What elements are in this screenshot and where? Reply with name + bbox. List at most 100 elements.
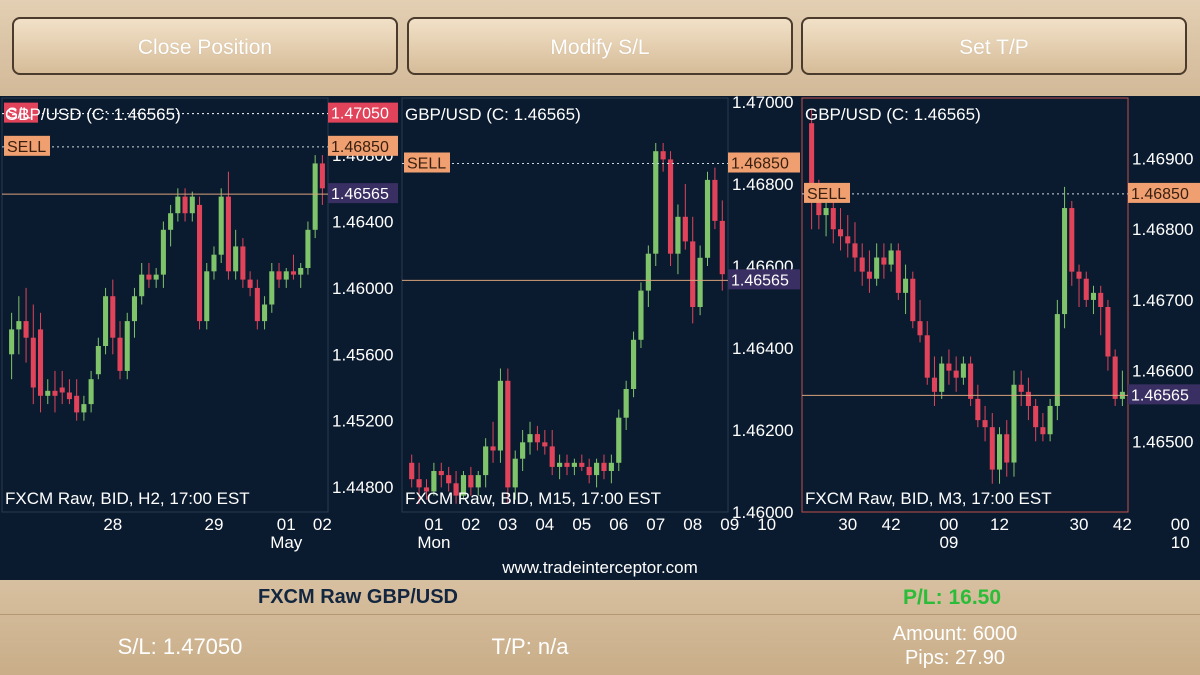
x-tick-label: 42 [1113, 515, 1132, 534]
position-info-bar: FXCM Raw GBP/USD P/L: 16.50 S/L: 1.47050… [0, 580, 1200, 675]
sell-label: SELL [807, 186, 846, 203]
candle-body [712, 179, 718, 221]
candle-body [1047, 405, 1053, 435]
candle-body [903, 278, 909, 293]
candle-body [95, 346, 101, 375]
candle-body [593, 462, 600, 476]
candle-body [103, 296, 109, 347]
info-divider [0, 614, 1200, 615]
candle-body [917, 321, 923, 336]
candle-body [1062, 208, 1068, 315]
candle-body [1004, 434, 1010, 463]
candle-body [852, 243, 858, 258]
candle-body [653, 151, 659, 254]
candle-body [859, 257, 865, 272]
candle-body [269, 271, 275, 305]
sl-label-bg [4, 102, 38, 123]
x-tick-label: 01 [277, 515, 296, 534]
candle-body [233, 246, 239, 272]
x-tick-label: 03 [498, 515, 517, 534]
candle-body [1083, 278, 1089, 300]
sell-label-bg [4, 135, 50, 156]
x-tick-label: 05 [572, 515, 591, 534]
sl-price-tag-bg [328, 102, 398, 123]
current-price-tag-bg [328, 183, 398, 204]
candle-body [1033, 405, 1039, 428]
candle-body [520, 442, 526, 459]
candle-body [262, 304, 268, 322]
candle-body [247, 279, 253, 288]
candle-body [59, 387, 65, 393]
y-tick-label: 1.45200 [332, 412, 393, 431]
candle-body [645, 253, 651, 291]
x-tick-label: 09 [720, 515, 739, 534]
candle-body [682, 216, 688, 242]
candle-body [586, 466, 592, 476]
y-tick-label: 1.46800 [732, 175, 793, 194]
sell-price-tag: 1.46850 [1131, 186, 1189, 203]
candle-body [254, 287, 260, 322]
charts-panel: 1.44800 1.45200 1.45600 1.46000 1.46400 1.468… [0, 96, 1200, 580]
sell-label-bg [804, 182, 850, 203]
sell-label-bg [404, 152, 450, 173]
candle-body [218, 196, 224, 255]
candle-body [182, 196, 188, 214]
y-tick-label: 1.46600 [1132, 362, 1193, 381]
candle-body [438, 471, 444, 476]
candle-body [283, 271, 289, 280]
candle-body [189, 196, 195, 214]
candle-body [298, 267, 304, 275]
candle-body [910, 278, 916, 322]
candle-body [45, 390, 51, 396]
plot-frame-0 [1, 97, 329, 513]
modify-sl-button[interactable]: Modify S/L [407, 17, 793, 75]
set-tp-button[interactable]: Set T/P [801, 17, 1187, 75]
candle-body [564, 462, 570, 467]
close-position-button[interactable]: Close Position [12, 17, 398, 75]
candle-body [946, 363, 952, 371]
y-tick-label: 1.46700 [1132, 291, 1193, 310]
current-price-tag: 1.46565 [731, 272, 789, 289]
chart-title: GBP/USD (C: 1.46565) [5, 105, 181, 124]
candle-body [423, 487, 430, 492]
candle-body [497, 380, 504, 451]
candle-body [1105, 307, 1111, 357]
candle-body [1098, 292, 1104, 307]
sell-price-tag-bg [1128, 182, 1200, 203]
candle-body [719, 220, 725, 275]
candle-body [809, 123, 815, 201]
candle-body [989, 427, 995, 470]
candle-body [1069, 208, 1075, 272]
candle-body [549, 446, 555, 467]
candle-body [1040, 427, 1046, 435]
x-tick-label: 12 [990, 515, 1009, 534]
candle-body [117, 337, 123, 371]
charts-svg[interactable]: 1.44800 1.45200 1.45600 1.46000 1.46400 1.468… [0, 96, 1200, 580]
candle-body [196, 204, 203, 322]
candle-body [982, 420, 988, 428]
y-tick-label: 1.44800 [332, 478, 393, 497]
x-tick-label: 29 [205, 515, 224, 534]
take-profit-value: T/P: n/a [491, 634, 569, 659]
position-amount: Amount: 6000 [892, 623, 1018, 645]
candle-body [110, 296, 116, 338]
candle-body [312, 163, 318, 230]
candle-body [37, 329, 44, 396]
candle-body [557, 462, 563, 467]
candle-body [996, 434, 1003, 470]
candle-body [881, 257, 887, 265]
candle-body [153, 274, 159, 280]
candle-body [816, 200, 822, 216]
candle-body [975, 398, 981, 421]
candle-body [1018, 384, 1024, 392]
stop-loss-value: S/L: 1.47050 [117, 634, 243, 659]
candle-body [204, 271, 210, 322]
x-sub-label: 09 [939, 533, 958, 552]
candle-body [490, 446, 496, 451]
candle-body [175, 196, 181, 214]
candle-body [505, 380, 511, 488]
candle-body [895, 250, 901, 293]
candle-body [16, 321, 22, 330]
candle-body [579, 462, 585, 467]
x-tick-label: 30 [1070, 515, 1089, 534]
